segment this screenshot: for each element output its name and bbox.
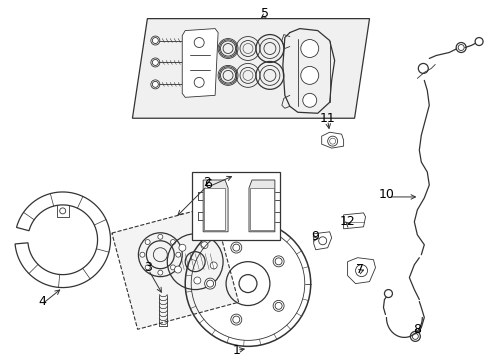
Circle shape	[158, 234, 163, 239]
Text: 6: 6	[204, 179, 212, 192]
Text: 5: 5	[261, 7, 268, 20]
Polygon shape	[203, 180, 227, 232]
Circle shape	[204, 278, 215, 289]
Circle shape	[201, 242, 207, 249]
Circle shape	[300, 40, 318, 58]
Circle shape	[417, 63, 427, 73]
Text: 8: 8	[412, 323, 421, 336]
Text: 10: 10	[378, 188, 394, 202]
Circle shape	[170, 239, 175, 244]
Circle shape	[474, 37, 482, 45]
Bar	[192, 172, 279, 240]
Polygon shape	[132, 19, 369, 118]
Circle shape	[455, 42, 465, 53]
Circle shape	[151, 58, 160, 67]
Circle shape	[158, 270, 163, 275]
Circle shape	[140, 252, 144, 257]
Circle shape	[170, 265, 175, 270]
Polygon shape	[343, 213, 365, 229]
Circle shape	[151, 80, 160, 89]
Text: 2: 2	[203, 176, 211, 189]
Circle shape	[193, 277, 201, 284]
Text: 11: 11	[319, 112, 335, 125]
Text: 7: 7	[355, 263, 363, 276]
Circle shape	[300, 67, 318, 84]
Circle shape	[273, 300, 284, 311]
Polygon shape	[248, 180, 274, 232]
Circle shape	[151, 36, 160, 45]
Circle shape	[174, 266, 181, 273]
Circle shape	[302, 93, 316, 107]
Polygon shape	[313, 232, 331, 250]
Circle shape	[273, 256, 284, 267]
Polygon shape	[182, 28, 218, 97]
Circle shape	[230, 314, 241, 325]
Circle shape	[409, 332, 420, 341]
Bar	[203, 188, 224, 230]
Circle shape	[175, 252, 181, 257]
Polygon shape	[15, 192, 110, 288]
Circle shape	[145, 239, 150, 244]
Text: 1: 1	[233, 344, 241, 357]
Polygon shape	[321, 132, 343, 148]
Polygon shape	[112, 206, 238, 329]
Circle shape	[179, 244, 185, 251]
Text: 9: 9	[310, 230, 318, 243]
Polygon shape	[347, 258, 375, 284]
Bar	[249, 188, 273, 230]
Circle shape	[145, 265, 150, 270]
Text: 3: 3	[144, 261, 152, 274]
Circle shape	[230, 242, 241, 253]
Circle shape	[210, 262, 217, 269]
Text: 4: 4	[39, 295, 47, 308]
Circle shape	[60, 208, 65, 214]
Text: 12: 12	[339, 215, 355, 228]
Circle shape	[384, 289, 392, 298]
